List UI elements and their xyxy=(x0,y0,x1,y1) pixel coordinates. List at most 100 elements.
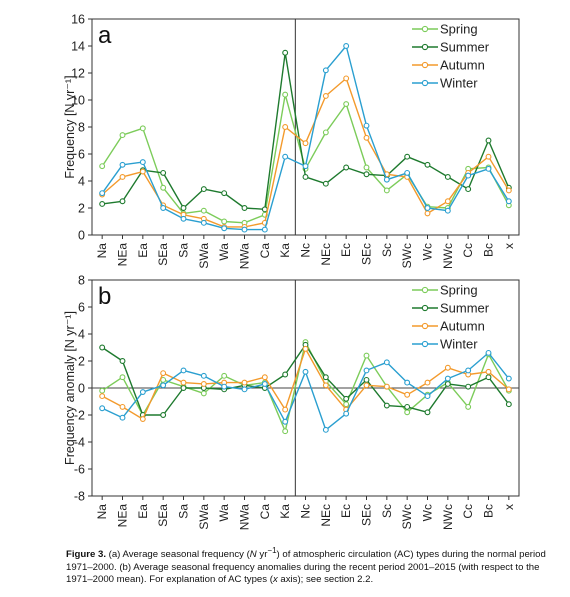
panel-b-x-tick-label: Nc xyxy=(299,504,313,519)
caption-x-italic: x xyxy=(272,574,278,585)
panel-a-series-winter-point xyxy=(343,43,350,49)
panel-b-x-tick-label: NEc xyxy=(319,504,333,527)
panel-b-series-winter-point xyxy=(139,389,146,395)
caption-text-3: axis); see section 2.2. xyxy=(277,574,374,585)
panel-b-series-winter-point xyxy=(302,368,309,375)
panel-b-series-summer-point xyxy=(444,381,451,387)
panel-b-series-autumn-point xyxy=(404,391,411,398)
panel-b-series-autumn-point xyxy=(241,379,248,386)
panel-b-series-spring-point xyxy=(282,428,289,435)
panel-b-x-tick-label: SEa xyxy=(156,504,170,527)
panel-a-series-spring-point xyxy=(282,91,289,98)
caption-label: Figure 3. xyxy=(66,549,106,561)
panel-a-x-tick-label: Ea xyxy=(136,243,150,258)
panel-b-x-tick-label: Ea xyxy=(136,504,150,519)
panel-a-series-summer-point xyxy=(363,171,370,178)
panel-b-series-spring-point xyxy=(200,390,207,397)
panel-b-legend-autumn-label: Autumn xyxy=(440,319,485,334)
panel-b-series-summer-point xyxy=(465,383,472,390)
panel-b-legend-autumn-marker xyxy=(421,322,429,330)
panel-a-series-autumn-point xyxy=(322,92,329,99)
panel-a-series-winter-point xyxy=(99,190,106,197)
panel-a-series-autumn-point xyxy=(444,198,451,205)
panel-a-legend-spring-label: Spring xyxy=(440,22,478,37)
panel-b-series-winter-point xyxy=(261,381,268,387)
panel-a-series-spring-point xyxy=(139,125,146,132)
panel-a-series-spring-point xyxy=(383,187,390,194)
panel-b-series-autumn-point xyxy=(383,383,390,390)
panel-b-series-autumn-point xyxy=(363,382,370,389)
panel-a-x-tick-label: x xyxy=(502,243,516,249)
panel-b-series-summer-point xyxy=(485,374,492,381)
panel-b-y-tick-label: -8 xyxy=(74,490,85,504)
panel-a-x-tick-label: NWc xyxy=(441,243,455,269)
panel-a-series-summer-point xyxy=(485,137,492,144)
panel-a-x-tick-label: Ca xyxy=(258,243,272,259)
panel-b-legend-winter-marker xyxy=(421,340,429,348)
panel-b-x-tick-label: SWa xyxy=(197,504,211,530)
panel-b-series-autumn-point xyxy=(160,370,167,377)
panel-a-legend-spring-marker xyxy=(421,25,429,33)
panel-b-series-winter-point xyxy=(119,414,126,421)
panel-a-legend-summer-marker xyxy=(421,43,429,51)
panel-b-series-winter-point xyxy=(444,375,451,382)
panel-a-series-autumn-point xyxy=(343,75,350,82)
panel-a-series-spring-point xyxy=(221,218,228,225)
panel-a-series-winter-point xyxy=(282,153,289,160)
panel-b-series-winter-point xyxy=(343,410,350,417)
panel-b-series-winter-line xyxy=(101,352,510,431)
caption-unit-yr: yr xyxy=(256,549,268,561)
panel-b-y-tick-label: 6 xyxy=(78,301,85,315)
panel-a-series-winter-point xyxy=(200,219,207,226)
panel-b-series-autumn-point xyxy=(505,386,512,393)
panel-a-y-tick-label: 2 xyxy=(78,202,85,216)
panel-b-series-winter-point xyxy=(322,426,329,433)
panel-a-x-tick-label: SWa xyxy=(197,243,211,269)
panel-a-legend-autumn-label: Autumn xyxy=(440,58,485,73)
panel-a-x-tick-label: Bc xyxy=(482,243,496,257)
panel-a-series-autumn-point xyxy=(424,210,431,217)
panel-b-x-tick-label: Ka xyxy=(278,504,292,519)
panel-b-legend-winter-label: Winter xyxy=(440,337,478,352)
panel-b-series-winter-point xyxy=(221,383,228,390)
panel-b-x-tick-label: SWc xyxy=(400,504,414,529)
panel-a-y-tick-label: 12 xyxy=(71,67,85,81)
panel-a-series-autumn-point xyxy=(302,140,309,147)
panel-a-x-tick-label: Cc xyxy=(461,243,475,258)
panel-a-x-tick-label: Na xyxy=(95,243,109,259)
panel-a-series-summer-point xyxy=(160,169,167,176)
panel-b-series-autumn-point xyxy=(322,382,329,389)
panel-a-series-winter-point xyxy=(404,169,411,176)
panel-a-x-tick-label: SEa xyxy=(156,243,170,266)
panel-b-x-tick-label: NEa xyxy=(116,504,130,528)
panel-a-legend-winter-marker xyxy=(421,79,429,87)
panel-a-panel-label: a xyxy=(98,22,112,49)
panel-b-series-summer-point xyxy=(404,403,411,410)
panel-b-series-autumn-point xyxy=(200,381,207,387)
panel-b-y-tick-label: 2 xyxy=(78,355,85,369)
panel-b-y-tick-label: 4 xyxy=(78,328,85,342)
panel-a-series-winter-point xyxy=(444,207,451,214)
panel-a-x-tick-label: Ka xyxy=(278,243,292,258)
panel-b-legend-spring-label: Spring xyxy=(440,283,478,298)
panel-b-series-winter-point xyxy=(282,418,289,425)
caption-text-2: ) of atmospheric circulation (AC) types … xyxy=(66,549,546,585)
panel-a-series-autumn-point xyxy=(485,153,492,160)
panel-a-y-tick-label: 16 xyxy=(71,13,85,27)
panel-b-y-tick-label: -4 xyxy=(74,436,85,450)
panel-a-series-autumn-point xyxy=(119,174,126,180)
panel-b-x-tick-label: Ec xyxy=(339,504,353,518)
panel-a-series-winter-point xyxy=(383,176,390,183)
panel-b-series-winter-point xyxy=(241,386,248,393)
panel-a-series-summer-point xyxy=(404,153,411,160)
panel-b-series-winter-point xyxy=(200,372,207,379)
panel-a-y-tick-label: 10 xyxy=(71,94,85,108)
panel-a-series-winter-point xyxy=(241,226,248,233)
panel-b-y-axis-label: Frequency anomaly [N yr⁻¹] xyxy=(63,311,77,465)
panel-a-series-summer-point xyxy=(444,174,451,180)
panel-a-x-tick-label: Wa xyxy=(217,243,231,261)
panel-b-series-autumn-point xyxy=(139,416,146,422)
panel-a-series-spring-point xyxy=(322,129,329,136)
panel-b-series-spring-point xyxy=(221,372,228,379)
panel-a-series-summer-point xyxy=(221,190,228,197)
